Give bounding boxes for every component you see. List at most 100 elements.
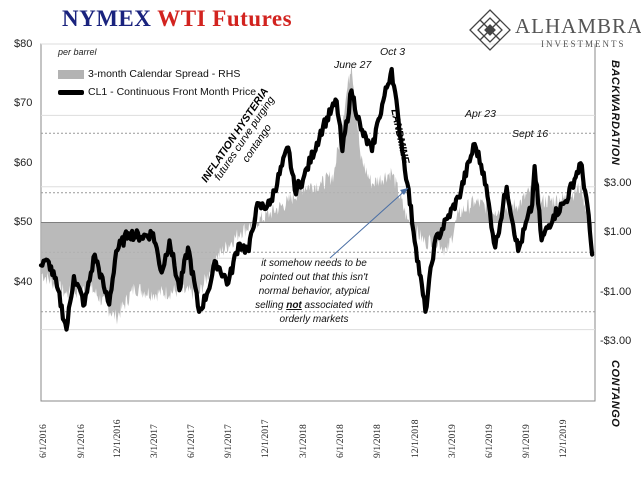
annotation-arrowhead: [400, 188, 408, 195]
price-point: [161, 271, 163, 273]
y-tick-label: $40: [14, 276, 33, 288]
x-tick-label: 12/1/2019: [559, 419, 569, 458]
price-point: [108, 304, 110, 306]
legend-price: CL1 - Continuous Front Month Price: [58, 86, 256, 98]
price-point: [40, 264, 42, 266]
y-tick-label: $70: [14, 97, 33, 109]
y-tick-label: $60: [14, 157, 33, 169]
legend-price-label: CL1 - Continuous Front Month Price: [88, 86, 257, 98]
price-point: [371, 150, 373, 152]
backwardation-label: BACKWARDATION: [609, 60, 621, 166]
price-point: [506, 186, 508, 188]
annotation-june-27: June 27: [334, 59, 372, 71]
per-barrel-label: per barrel: [58, 47, 97, 57]
price-point: [350, 89, 352, 91]
price-point: [415, 246, 417, 248]
x-tick-label: 6/1/2016: [39, 424, 49, 458]
x-tick-label: 3/1/2017: [150, 424, 160, 458]
price-point: [585, 197, 587, 199]
brand-name: ALHAMBRA: [515, 14, 641, 38]
chart-title: NYMEX WTI Futures: [62, 6, 292, 32]
price-point: [378, 118, 380, 120]
x-tick-label: 6/1/2017: [187, 424, 197, 458]
price-point: [398, 122, 400, 124]
x-tick-label: 12/1/2017: [261, 419, 271, 458]
price-point: [269, 204, 271, 206]
note-line: pointed out that this isn't: [260, 272, 368, 283]
price-point: [406, 182, 408, 184]
price-point: [206, 293, 208, 295]
price-point: [360, 129, 362, 131]
right-tick-label: $3.00: [604, 177, 632, 189]
x-tick-label: 9/1/2017: [224, 424, 234, 458]
price-point: [458, 197, 460, 199]
price-point: [294, 189, 296, 191]
price-point: [255, 207, 257, 209]
price-point: [187, 246, 189, 248]
price-point: [580, 162, 582, 164]
price-point: [391, 68, 393, 70]
price-point: [73, 275, 75, 277]
price-point: [178, 289, 180, 291]
note-line: it somehow needs to be: [261, 258, 367, 269]
price-point: [48, 261, 50, 263]
right-tick-label: -$3.00: [600, 335, 632, 347]
title-nymex: NYMEX: [62, 6, 152, 31]
price-point: [541, 239, 543, 241]
price-point: [322, 125, 324, 127]
brand-logo: ALHAMBRA INVESTMENTS: [468, 8, 641, 54]
price-point: [103, 286, 105, 288]
right-tick-label: $1.00: [604, 226, 632, 238]
right-tick-label: -$1.00: [600, 286, 632, 298]
price-point: [494, 246, 496, 248]
x-tick-label: 9/1/2018: [373, 424, 383, 458]
note-emphasis: not: [286, 300, 302, 311]
price-point: [238, 243, 240, 245]
x-tick-label: 9/1/2019: [522, 424, 532, 458]
price-point: [474, 143, 476, 145]
x-tick-label: 3/1/2019: [448, 424, 458, 458]
commentary-note: it somehow needs to be pointed out that …: [248, 257, 380, 327]
price-point: [517, 250, 519, 252]
x-tick-label: 12/1/2018: [411, 419, 421, 458]
price-point: [591, 254, 593, 256]
price-point: [56, 286, 58, 288]
note-line: orderly markets: [279, 314, 349, 325]
price-point: [302, 179, 304, 181]
x-tick-label: 12/1/2016: [113, 419, 123, 458]
title-wti-futures: WTI Futures: [157, 6, 293, 31]
price-point: [198, 311, 200, 313]
spread-area: [41, 61, 593, 325]
y-tick-label: $50: [14, 216, 33, 228]
legend-spread-swatch: [58, 69, 84, 79]
price-point: [446, 218, 448, 220]
x-tick-label: 6/1/2018: [336, 424, 346, 458]
price-point: [433, 243, 435, 245]
annotation-apr-23: Apr 23: [465, 108, 496, 120]
price-point: [553, 214, 555, 216]
price-point: [65, 329, 67, 331]
price-point: [287, 147, 289, 149]
price-point: [152, 232, 154, 234]
note-line: selling not associated with: [255, 300, 373, 311]
x-tick-label: 9/1/2016: [77, 424, 87, 458]
annotation-arrow: [329, 187, 409, 259]
price-point: [127, 232, 129, 234]
price-point: [531, 204, 533, 206]
brand-subtitle: INVESTMENTS: [541, 39, 626, 49]
legend-spread-label: 3-month Calendar Spread - RHS: [88, 68, 241, 80]
x-tick-label: 3/1/2018: [299, 424, 309, 458]
price-point: [115, 250, 117, 252]
price-point: [424, 311, 426, 313]
price-point: [227, 282, 229, 284]
contango-axis-label: CONTANGO: [609, 360, 621, 428]
diamond-lattice-icon: [469, 9, 511, 51]
price-point: [336, 100, 338, 102]
note-line: normal behavior, atypical: [258, 286, 370, 297]
price-point: [94, 254, 96, 256]
annotation-oct-3: Oct 3: [380, 46, 406, 58]
price-point: [248, 250, 250, 252]
y-tick-label: $80: [14, 38, 33, 50]
legend-spread: 3-month Calendar Spread - RHS: [58, 68, 240, 80]
